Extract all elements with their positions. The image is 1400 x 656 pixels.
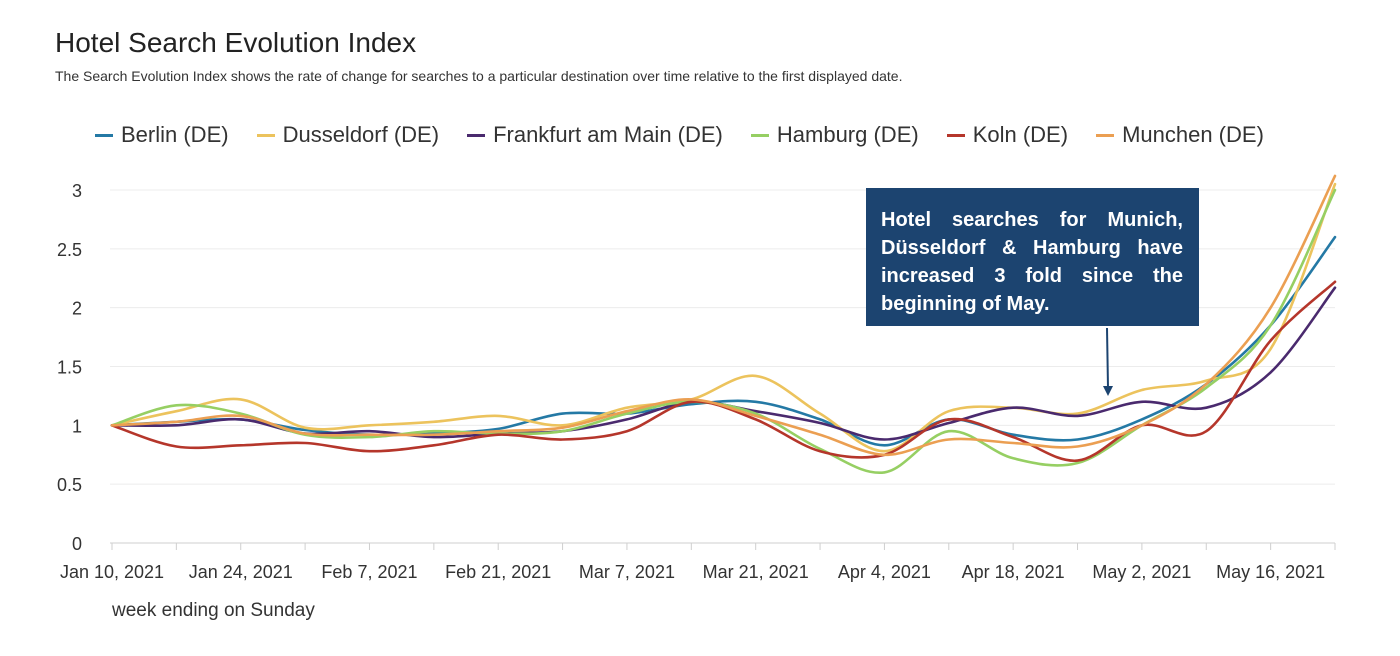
legend-label: Frankfurt am Main (DE) <box>493 122 723 147</box>
y-tick-label: 0 <box>72 534 82 554</box>
legend-item[interactable]: Koln (DE) <box>946 122 1069 148</box>
legend: Berlin (DE) Dusseldorf (DE) Frankfurt am… <box>95 122 1264 148</box>
y-tick-label: 0.5 <box>57 475 82 495</box>
x-tick-label: Jan 24, 2021 <box>189 562 293 582</box>
legend-item[interactable]: Dusseldorf (DE) <box>256 122 440 148</box>
legend-item[interactable]: Munchen (DE) <box>1096 122 1264 148</box>
legend-label: Dusseldorf (DE) <box>282 122 440 147</box>
legend-swatch <box>946 133 965 137</box>
legend-label: Koln (DE) <box>972 122 1069 147</box>
legend-item[interactable]: Hamburg (DE) <box>750 122 919 148</box>
x-tick-label: May 2, 2021 <box>1092 562 1191 582</box>
x-tick-label: Mar 7, 2021 <box>579 562 675 582</box>
annotation-arrow-head <box>1103 386 1113 396</box>
x-tick-label: Jan 10, 2021 <box>60 562 164 582</box>
legend-label: Munchen (DE) <box>1122 122 1264 147</box>
legend-label: Hamburg (DE) <box>776 122 919 147</box>
chart-title: Hotel Search Evolution Index <box>55 27 417 58</box>
legend-swatch <box>95 133 113 137</box>
legend-item[interactable]: Frankfurt am Main (DE) <box>467 122 723 148</box>
series-line-berlin-de <box>110 235 1337 447</box>
y-tick-label: 1.5 <box>57 358 82 378</box>
legend-swatch <box>467 133 486 137</box>
x-axis-label: week ending on Sunday <box>112 600 315 621</box>
annotation-box: Hotel searches for Munich, Düsseldorf & … <box>866 188 1199 326</box>
series-line-dusseldorf-de <box>110 182 1337 453</box>
chart-subtitle: The Search Evolution Index shows the rat… <box>55 68 903 84</box>
x-tick-label: Mar 21, 2021 <box>703 562 809 582</box>
x-tick-label: Apr 4, 2021 <box>838 562 931 582</box>
legend-label: Berlin (DE) <box>121 122 229 147</box>
legend-swatch <box>1096 133 1115 137</box>
legend-swatch <box>256 133 275 137</box>
y-tick-label: 2 <box>72 299 82 319</box>
x-tick-label: Feb 7, 2021 <box>321 562 417 582</box>
y-tick-label: 2.5 <box>57 240 82 260</box>
legend-swatch <box>750 133 769 137</box>
x-tick-label: Feb 21, 2021 <box>445 562 551 582</box>
annotation-arrow-line <box>1106 327 1109 389</box>
legend-item[interactable]: Berlin (DE) <box>95 122 229 148</box>
x-tick-label: May 16, 2021 <box>1216 562 1325 582</box>
y-tick-label: 1 <box>72 416 82 436</box>
y-tick-label: 3 <box>72 181 82 201</box>
x-tick-label: Apr 18, 2021 <box>962 562 1065 582</box>
series-line-munchen-de <box>110 174 1337 457</box>
